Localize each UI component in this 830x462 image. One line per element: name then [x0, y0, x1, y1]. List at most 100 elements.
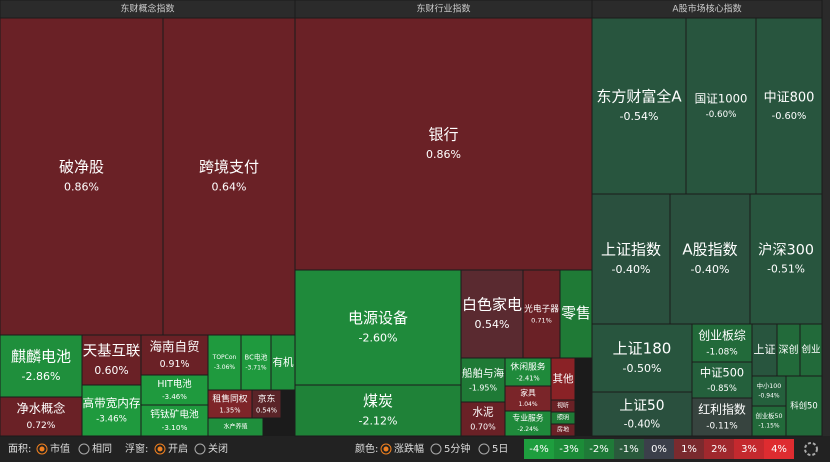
tile-value: 0.70%	[470, 422, 496, 431]
tile	[460, 357, 506, 403]
scrollbar	[822, 0, 830, 436]
tile	[294, 269, 462, 386]
legend-swatch	[584, 439, 614, 459]
tile	[504, 385, 552, 412]
float-label: 浮窗:	[125, 442, 148, 455]
option[interactable]: 市值	[50, 442, 70, 455]
tile-name: 中证800	[764, 91, 815, 106]
legend-swatch	[614, 439, 644, 459]
tile-name: 白色家电	[462, 296, 522, 314]
tile-name: 麒麟电池	[11, 348, 71, 366]
tile	[162, 17, 296, 336]
controls: 面积: 市值 相同 浮窗: 开启 关闭 颜色: 涨跌幅 5分钟 5日 -4% -3…	[8, 439, 818, 459]
tile-name: 家具	[520, 388, 536, 398]
tile-name: 上证	[754, 343, 776, 356]
option[interactable]: 涨跌幅	[394, 442, 424, 455]
tile-value: -3.46%	[96, 415, 127, 425]
radio[interactable]	[430, 443, 442, 455]
tile-value: -1.15%	[758, 422, 780, 429]
legend-label: 1%	[681, 444, 697, 455]
tile-name: 海南自贸	[149, 339, 199, 354]
tile-name: HIT电池	[157, 378, 192, 390]
tile-value: -0.94%	[758, 392, 780, 399]
tile-value: -2.60%	[359, 332, 398, 345]
tile-value: 1.04%	[518, 401, 537, 408]
radio[interactable]	[78, 443, 90, 455]
tile-name: 休闲服务	[510, 360, 545, 372]
tile-name: 上证50	[619, 398, 664, 414]
radio-dot	[39, 446, 45, 452]
legend-swatch	[764, 439, 794, 459]
tile	[591, 323, 693, 393]
radio[interactable]	[36, 443, 48, 455]
legend-swatch	[734, 439, 764, 459]
legend-swatch	[704, 439, 734, 459]
color-label: 颜色:	[355, 442, 378, 455]
tile-name: 上证180	[613, 340, 672, 358]
tile-name: 跨境支付	[199, 158, 259, 176]
tile-name: 东方财富全A	[596, 88, 682, 106]
tile-value: 0.91%	[160, 359, 190, 370]
tile-value: -0.40%	[612, 263, 651, 276]
legend-swatch	[644, 439, 674, 459]
tile-name: 红利指数	[698, 402, 746, 416]
tile-value: -3.10%	[162, 423, 188, 432]
tile	[0, 17, 164, 336]
option[interactable]: 开启	[168, 442, 188, 455]
tile-name: 创业板综	[698, 328, 746, 342]
option[interactable]: 相同	[92, 442, 112, 455]
tile	[751, 405, 787, 437]
option[interactable]: 5分钟	[444, 442, 470, 455]
tile-value: -2.41%	[516, 375, 539, 383]
tile-name: 中证500	[700, 366, 744, 379]
tile	[270, 334, 296, 391]
tile-name: 其他	[553, 372, 574, 385]
legend-label: -3%	[559, 444, 578, 455]
tile-value: -1.08%	[706, 347, 737, 357]
tile	[669, 193, 751, 325]
option[interactable]: 5日	[492, 444, 508, 455]
tile	[207, 417, 264, 437]
tile-name: 深创	[779, 343, 799, 356]
tile	[785, 375, 823, 437]
tile	[207, 389, 253, 419]
area-label: 面积:	[8, 443, 31, 455]
legend-swatch	[674, 439, 704, 459]
legend-label: -4%	[529, 444, 548, 455]
tile-value: -0.85%	[707, 383, 737, 393]
radio[interactable]	[478, 443, 490, 455]
tile-value: -0.11%	[706, 421, 737, 431]
legend-label: -2%	[589, 444, 608, 455]
settings-icon[interactable]	[804, 442, 818, 456]
tile-name: 房地	[557, 426, 569, 434]
radio[interactable]	[154, 443, 166, 455]
radio[interactable]	[380, 443, 392, 455]
tile	[685, 17, 757, 195]
tile-value: -3.06%	[214, 364, 236, 371]
panel-title: 东财行业指数	[416, 3, 470, 15]
tile-value: -0.40%	[691, 263, 730, 276]
tile-value: 0.64%	[212, 181, 247, 194]
tile	[550, 423, 576, 437]
tile	[550, 357, 576, 401]
panel-title: A股市场核心指数	[672, 3, 741, 15]
tile-value: -2.12%	[359, 415, 398, 428]
tile-value: -0.40%	[624, 418, 661, 430]
tile-value: 0.72%	[27, 421, 56, 431]
tile	[460, 269, 524, 359]
tile-value: 0.71%	[531, 316, 552, 324]
tile-name: 照明	[557, 415, 569, 422]
tile-name: 净水概念	[17, 401, 66, 416]
option[interactable]: 关闭	[208, 442, 228, 455]
tile-value: -0.50%	[623, 362, 662, 375]
tile-name: 视听	[557, 402, 569, 410]
tile-name: 专业服务	[512, 413, 543, 423]
tile-name: 船舶与海	[462, 367, 504, 380]
radio[interactable]	[194, 443, 206, 455]
tile	[207, 334, 242, 391]
tile-name: 国证1000	[695, 92, 748, 106]
tile-name: 租售同权	[212, 392, 247, 404]
legend-label: -1%	[619, 444, 638, 455]
tile	[0, 334, 83, 398]
